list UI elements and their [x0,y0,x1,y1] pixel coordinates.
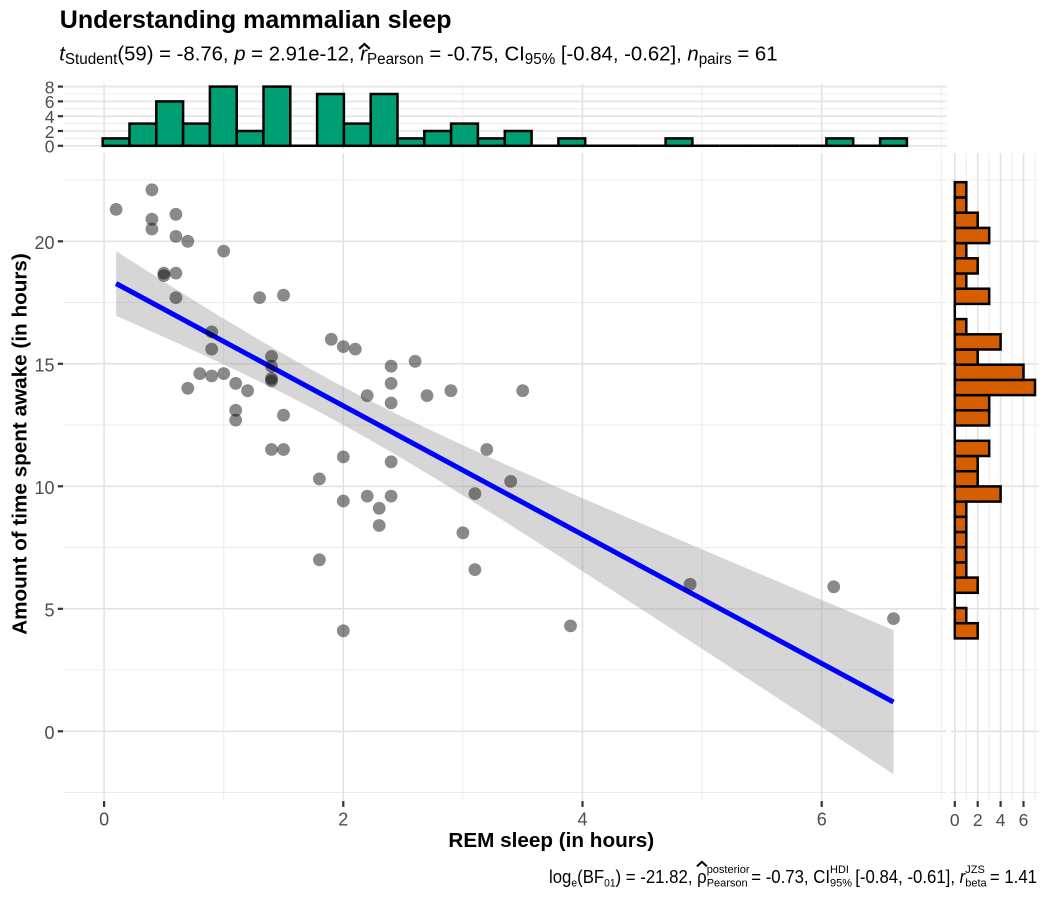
svg-text:4: 4 [577,810,587,830]
svg-text:6: 6 [45,92,55,112]
svg-text:95%: 95% [830,878,852,890]
svg-text:4: 4 [45,107,55,127]
svg-text:ρ: ρ [697,867,707,887]
svg-text:Amount of time spent awake (in: Amount of time spent awake (in hours) [9,253,32,635]
svg-text:HDI: HDI [830,864,849,876]
svg-text:2: 2 [45,122,55,142]
svg-text:(BF: (BF [577,867,604,887]
svg-text:Student: Student [65,51,118,68]
svg-text:t: t [59,43,66,66]
svg-text:6: 6 [817,810,827,830]
svg-text:[-0.84, -0.62],: [-0.84, -0.62], [555,43,687,66]
svg-text:01: 01 [604,878,615,890]
svg-text:n: n [687,43,698,66]
svg-text:log: log [549,867,571,887]
svg-text:= -0.73, CI: = -0.73, CI [747,867,830,887]
svg-text:0: 0 [45,137,55,157]
svg-text:4: 4 [996,810,1006,830]
svg-text:(59) = -8.76,: (59) = -8.76, [117,43,234,66]
svg-text:[-0.84, -0.61],: [-0.84, -0.61], [851,867,960,887]
svg-text:pairs: pairs [699,51,732,68]
svg-text:6: 6 [1019,810,1029,830]
svg-text:= 1.41: = 1.41 [985,867,1037,887]
svg-text:e: e [571,878,577,890]
svg-text:5: 5 [44,600,54,620]
svg-text:0: 0 [99,810,109,830]
svg-text:= -0.75, CI: = -0.75, CI [424,43,525,66]
svg-text:0: 0 [44,723,54,743]
svg-text:20: 20 [34,233,54,253]
svg-text:95%: 95% [525,51,556,68]
svg-text:10: 10 [34,478,54,498]
svg-text:15: 15 [34,355,54,375]
svg-text:Understanding mammalian sleep: Understanding mammalian sleep [60,6,452,34]
svg-text:= 61: = 61 [732,43,778,66]
svg-text:r: r [960,867,967,887]
svg-text:p: p [233,43,245,66]
svg-text:REM sleep (in hours): REM sleep (in hours) [448,829,654,852]
svg-text:JZS: JZS [965,864,985,876]
svg-text:2: 2 [973,810,983,830]
svg-text:0: 0 [950,810,960,830]
svg-text:r: r [360,43,368,66]
svg-text:posterior: posterior [707,864,750,876]
svg-text:beta: beta [965,878,987,890]
svg-text:Pearson: Pearson [367,51,424,68]
svg-text:Pearson: Pearson [707,878,748,890]
svg-text:= 2.91e-12,: = 2.91e-12, [246,43,361,66]
svg-text:2: 2 [338,810,348,830]
svg-text:) = -21.82,: ) = -21.82, [616,867,698,887]
svg-text:8: 8 [45,77,55,97]
